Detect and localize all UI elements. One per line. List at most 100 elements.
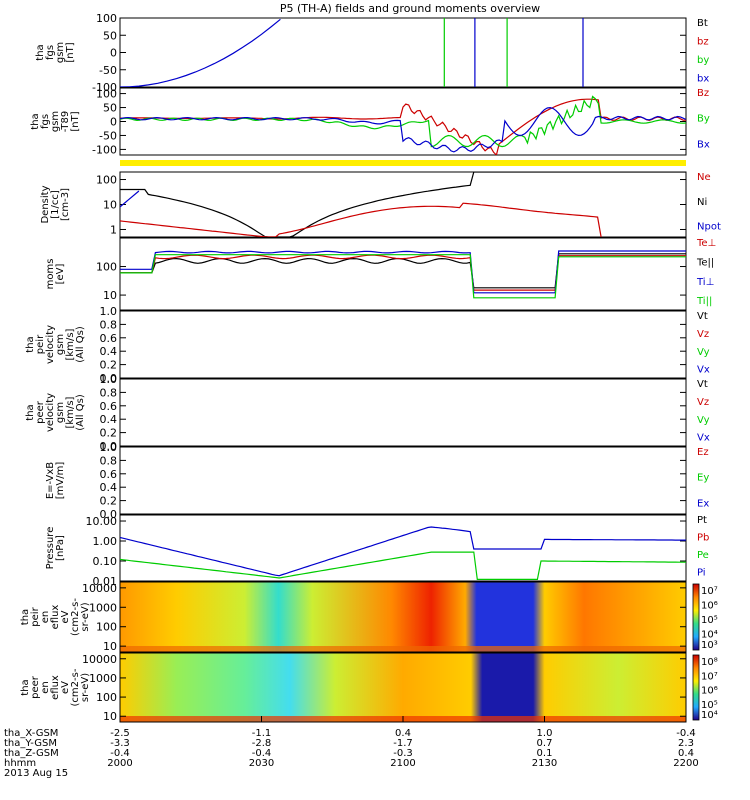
legend-entry: Vx <box>697 433 710 444</box>
series-line <box>120 190 140 208</box>
legend-entry: Vt <box>697 379 708 390</box>
series-line <box>120 98 686 155</box>
y-axis-label: (cm2-s- <box>70 598 81 636</box>
x-tick-label: 2130 <box>532 758 557 769</box>
colorbar-tick-label: 10⁴ <box>701 630 718 641</box>
colorbar-tick-label: 10⁵ <box>701 615 718 626</box>
y-tick-label: 1.0 <box>100 441 118 454</box>
legend-entry: Vz <box>697 397 709 408</box>
y-tick-label: 0.0 <box>100 372 118 385</box>
colorbar-tick-label: 10⁶ <box>701 686 718 697</box>
series-line <box>120 551 686 580</box>
panel-frame <box>119 237 687 311</box>
y-axis-label: [1/cc] <box>50 190 61 219</box>
y-tick-label: 0.01 <box>93 575 118 588</box>
panel-frame <box>119 514 687 582</box>
legend-entry: Ey <box>697 473 709 484</box>
y-axis-label: sr-eV) <box>80 602 91 631</box>
y-tick-label: 1.00 <box>93 535 118 548</box>
y-axis-label: peer <box>35 400 46 424</box>
legend-entry: bx <box>697 73 709 84</box>
colorbar-tick-label: 10⁷ <box>701 671 718 682</box>
orbit-value: -0.4 <box>110 748 130 759</box>
y-tick-label: 0.4 <box>100 345 118 358</box>
orbit-value: 0.4 <box>395 728 411 739</box>
y-tick-label: 100 <box>96 261 117 274</box>
legend-entry: Pe <box>697 550 709 561</box>
y-tick-label: 0 <box>110 47 117 60</box>
y-axis-label: Pressure <box>45 527 56 570</box>
y-axis-label: [mV/m] <box>55 462 66 500</box>
y-tick-label: 100 <box>96 174 117 187</box>
legend-entry: Ti|| <box>696 296 712 307</box>
series-line <box>120 106 686 153</box>
colorbar-tick-label: 10⁴ <box>701 710 718 721</box>
colorbar-tick-label: 10⁸ <box>701 657 718 668</box>
legend-entry: by <box>697 55 709 66</box>
y-axis-label: tha <box>35 44 46 60</box>
y-axis-label: moms <box>45 259 56 290</box>
y-axis-label: gsm <box>55 334 66 355</box>
colorbar <box>692 654 700 721</box>
legend-entry: Ex <box>697 498 709 509</box>
y-axis-label: fgs <box>40 114 51 129</box>
legend-entry: Ti⊥ <box>696 277 714 288</box>
y-tick-label: 50 <box>103 29 117 42</box>
legend-entry: Vy <box>697 415 710 426</box>
orbit-value: -1.1 <box>252 728 272 739</box>
orbit-value: -0.4 <box>252 748 272 759</box>
y-tick-label: 100 <box>96 12 117 25</box>
y-axis-label: velocity <box>45 325 56 364</box>
y-tick-label: -100 <box>92 81 117 94</box>
y-axis-label: [km/s] <box>65 396 76 428</box>
spectrogram <box>120 582 686 652</box>
y-tick-label: 0.6 <box>100 332 118 345</box>
legend-entry: Pb <box>697 533 709 544</box>
panel-density: 100 10 1 Density [1/cc] [cm-3] Ne Ni Npot <box>40 171 721 238</box>
y-axis-label: Density <box>40 185 51 223</box>
y-tick-label: 10000 <box>82 653 117 666</box>
y-axis-label: fgs <box>45 45 56 60</box>
legend-entry: Bz <box>697 88 709 99</box>
y-axis-label: (All Qs) <box>75 326 86 363</box>
spectrogram <box>120 653 686 722</box>
colorbar-tick-label: 10³ <box>701 640 718 651</box>
colorbar-tick-label: 10⁵ <box>701 700 718 711</box>
y-axis-label: eflux <box>50 675 61 700</box>
colorbar-tick-label: 10⁷ <box>701 586 718 597</box>
y-axis-label: gsm <box>55 42 66 63</box>
orbit-row-label: hhmm <box>4 758 36 769</box>
y-tick-label: 1 <box>110 223 117 236</box>
y-tick-label: 1.0 <box>100 373 118 386</box>
orbit-value: -1.7 <box>393 738 413 749</box>
y-axis-label: (All Qs) <box>75 394 86 431</box>
series-line <box>120 172 686 237</box>
y-axis-label: peer <box>30 675 41 699</box>
orbit-row-label: tha_X-GSM <box>4 728 58 739</box>
panel-frame <box>119 378 687 447</box>
orbit-value: 0.1 <box>537 748 553 759</box>
y-axis-label: [nT] <box>65 42 76 62</box>
y-tick-label: 0.8 <box>100 454 118 467</box>
y-tick-label: 100 <box>96 621 117 634</box>
data-gap-band <box>120 160 686 166</box>
panel-frame <box>119 446 687 515</box>
y-tick-label: 0.6 <box>100 468 118 481</box>
legend-entry: Vz <box>697 329 709 340</box>
y-axis-label: [nT] <box>70 111 81 131</box>
series-line <box>120 254 686 291</box>
y-tick-label: 100 <box>96 691 117 704</box>
y-axis-label: tha <box>20 679 31 695</box>
legend-entry: Vx <box>697 365 710 376</box>
x-tick-label: 2200 <box>673 758 698 769</box>
y-axis-label: tha <box>30 113 41 129</box>
y-axis-label: sr-eV) <box>80 673 91 702</box>
legend-entry: Vy <box>697 347 710 358</box>
colorbar <box>692 583 700 651</box>
y-axis-label: eV <box>60 610 71 623</box>
y-tick-label: 0.0 <box>100 440 118 453</box>
legend-entry: Vt <box>697 311 708 322</box>
